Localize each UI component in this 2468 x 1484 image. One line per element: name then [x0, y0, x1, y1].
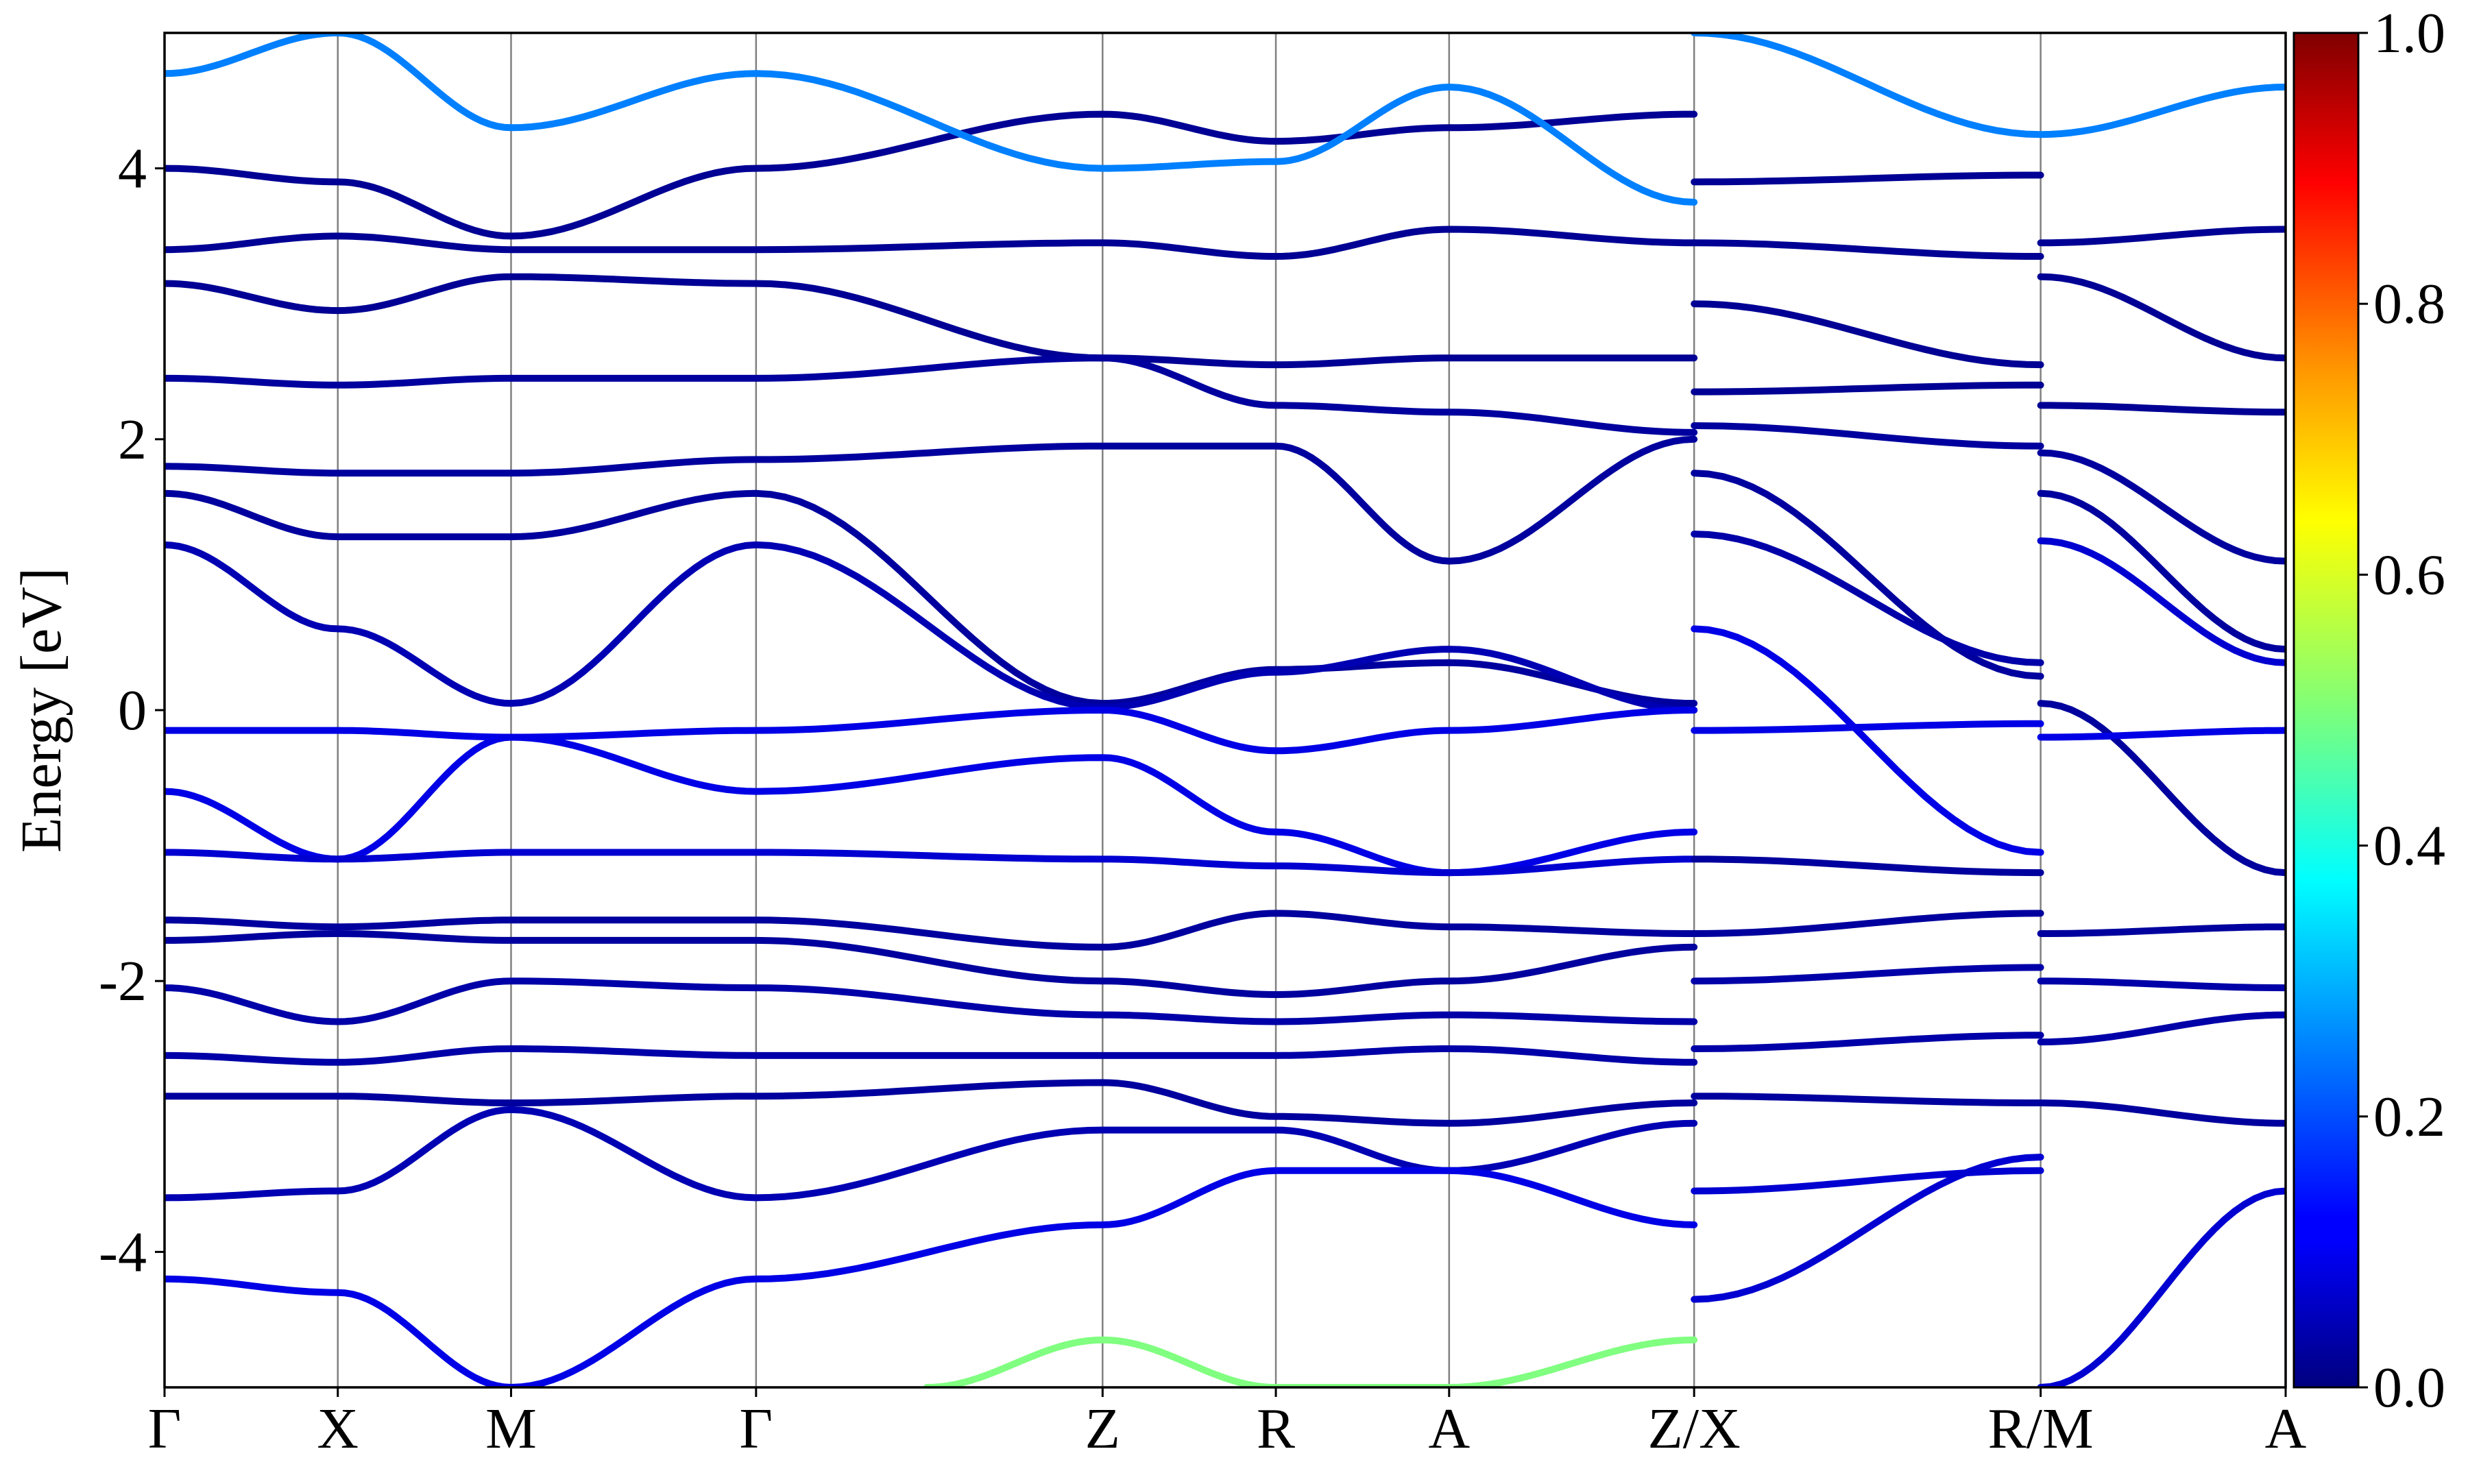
- band-line: [1691, 1167, 2044, 1195]
- x-tick-label: R: [1257, 1397, 1295, 1461]
- band-line: [923, 1336, 1698, 1387]
- band-line: [165, 273, 1698, 369]
- band-line: [1691, 381, 2044, 396]
- x-tick-label: Z/X: [1648, 1397, 1741, 1461]
- y-tick-label: -4: [99, 1220, 147, 1284]
- band-line: [2037, 84, 2286, 138]
- band-line: [165, 849, 1698, 877]
- band-line: [165, 226, 1698, 260]
- band-line: [1691, 910, 2044, 937]
- band-line: [2037, 1099, 2286, 1127]
- band-line: [1691, 239, 2044, 260]
- band-line: [1691, 33, 2044, 138]
- band-line: [2037, 727, 2286, 741]
- band-line: [1691, 1032, 2044, 1052]
- band-line: [165, 110, 1698, 240]
- colorbar-tick-label: 1.0: [2373, 1, 2445, 65]
- colorbar-tick-label: 0.0: [2373, 1356, 2445, 1420]
- colorbar-tick-label: 0.8: [2373, 272, 2445, 336]
- band-line: [1691, 470, 2044, 680]
- colorbar-tick-label: 0.6: [2373, 543, 2445, 607]
- band-line: [165, 707, 1698, 755]
- band-line: [165, 977, 1698, 1025]
- x-tick-label: Z: [1085, 1397, 1120, 1461]
- band-line: [1691, 300, 2044, 369]
- band-line: [1691, 855, 2044, 877]
- y-axis: -4 -2 0 2 4: [99, 137, 165, 1284]
- band-line: [1691, 171, 2044, 186]
- band-line: [1691, 720, 2044, 734]
- band-line: [2037, 700, 2286, 877]
- band-line: [2037, 273, 2286, 362]
- band-line: [2037, 977, 2286, 992]
- band-line: [165, 910, 1698, 951]
- x-tick-label: X: [317, 1397, 359, 1461]
- band-line: [165, 435, 1698, 565]
- band-line: [165, 1079, 1698, 1127]
- band-line: [1691, 964, 2044, 985]
- band-line: [2037, 1187, 2286, 1387]
- band-line: [2037, 226, 2286, 247]
- band-line: [165, 489, 1698, 707]
- band-line: [165, 1167, 1698, 1387]
- colorbar-tick-label: 0.4: [2373, 814, 2445, 878]
- colorbar-gradient: [2292, 32, 2360, 1389]
- x-tick-label: M: [485, 1397, 537, 1461]
- x-tick-label: Γ: [740, 1397, 773, 1461]
- band-line: [1691, 1093, 2044, 1106]
- band-line: [1691, 422, 2044, 450]
- x-tick-label: A: [1428, 1397, 1470, 1461]
- band-lines: [165, 33, 2286, 1387]
- y-tick-label: 0: [118, 679, 147, 742]
- kpoint-gridlines: [337, 33, 2042, 1387]
- band-line: [165, 1045, 1698, 1066]
- band-line: [2037, 402, 2286, 416]
- y-tick-label: 2: [118, 408, 147, 472]
- band-line: [2037, 449, 2286, 565]
- y-tick-label: 4: [118, 137, 147, 201]
- band-line: [165, 33, 1698, 206]
- x-tick-label: R/M: [1988, 1397, 2094, 1461]
- x-tick-label: A: [2265, 1397, 2307, 1461]
- band-line: [2037, 537, 2286, 666]
- band-line: [1691, 1154, 2044, 1303]
- band-line: [2037, 489, 2286, 653]
- band-line: [1691, 531, 2044, 666]
- y-tick-label: -2: [99, 949, 147, 1013]
- band-line: [165, 930, 1698, 998]
- y-axis-label: Energy [eV]: [10, 568, 73, 853]
- colorbar-tick-label: 0.2: [2373, 1085, 2445, 1149]
- band-line: [165, 354, 1698, 436]
- band-line: [2037, 923, 2286, 937]
- band-line: [2037, 1011, 2286, 1046]
- band-line: [165, 541, 1698, 714]
- colorbar: 0.0 0.2 0.4 0.6 0.8 1.0: [2292, 1, 2445, 1420]
- x-axis: Γ X M Γ Z R A Z/X R/M A: [148, 1387, 2307, 1461]
- x-tick-label: Γ: [148, 1397, 182, 1461]
- band-line: [1691, 625, 2044, 856]
